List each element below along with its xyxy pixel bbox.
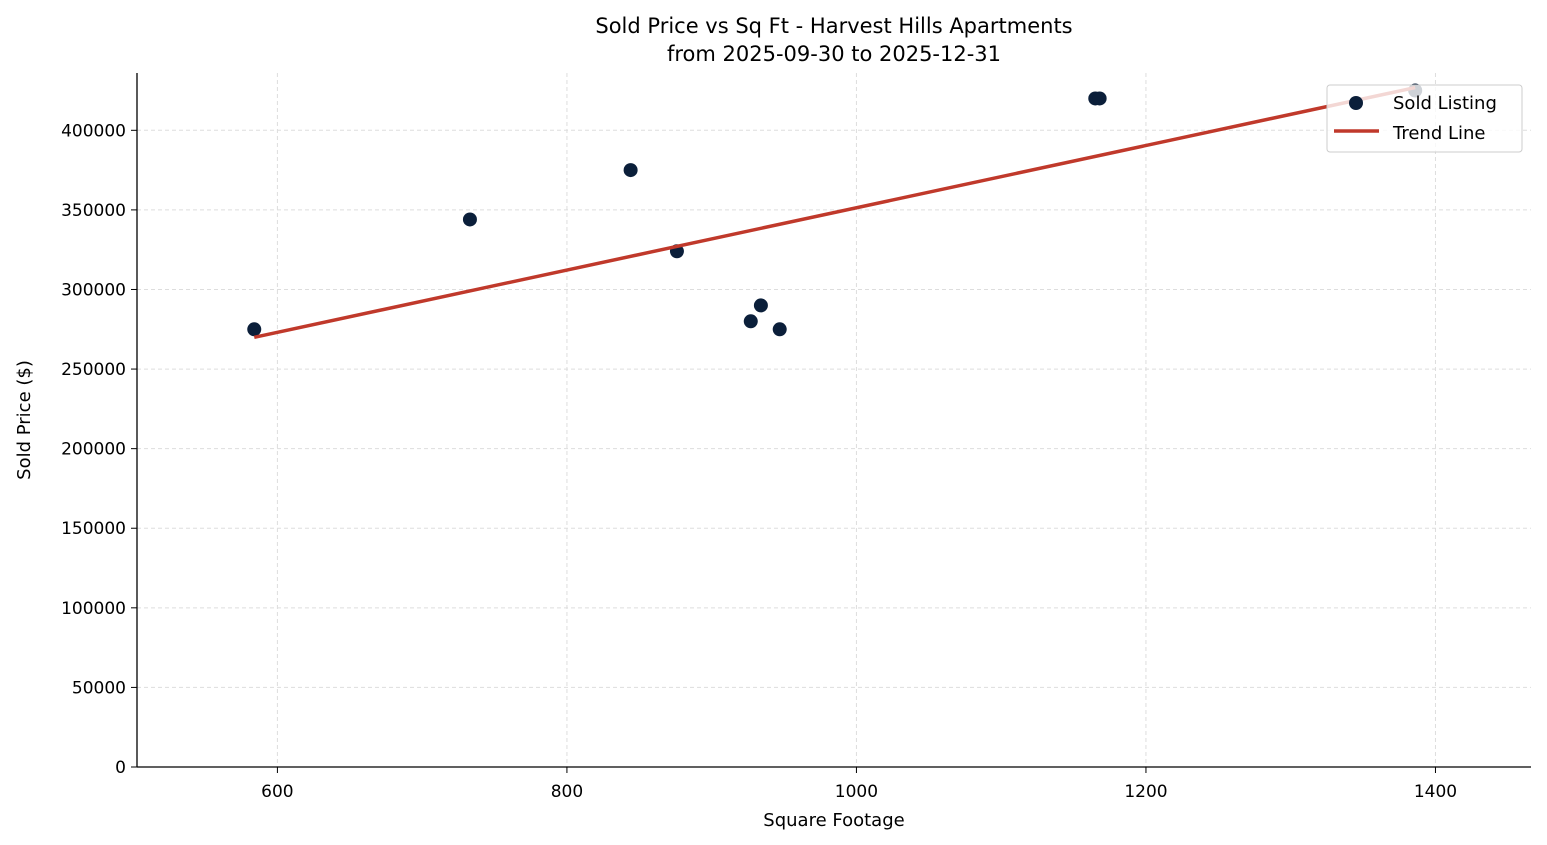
legend-marker-sold-listing: [1349, 96, 1363, 110]
y-tick-label: 100000: [61, 599, 126, 619]
y-tick-label: 150000: [61, 519, 126, 539]
x-tick-label: 1200: [1124, 782, 1167, 802]
y-tick-label: 250000: [61, 360, 126, 380]
x-tick-label: 1400: [1414, 782, 1457, 802]
data-point: [1092, 91, 1107, 106]
legend-label-sold-listing: Sold Listing: [1393, 93, 1497, 114]
legend-box: [1326, 84, 1523, 153]
y-tick-label: 50000: [72, 678, 126, 698]
chart-subtitle: from 2025-09-30 to 2025-12-31: [667, 42, 1001, 66]
data-point: [753, 298, 768, 313]
data-point: [462, 212, 477, 227]
y-tick-label: 400000: [61, 121, 126, 141]
data-point: [623, 163, 638, 178]
y-tick-label: 350000: [61, 201, 126, 221]
data-point: [743, 314, 758, 329]
y-tick-label: 0: [115, 758, 126, 778]
x-axis-label: Square Footage: [763, 810, 904, 831]
axes: 600 800 1000 1200 1400 0 50000 100000 150000 2000…: [61, 73, 1531, 802]
y-tick-label: 200000: [61, 440, 126, 460]
x-tick-label: 600: [261, 782, 293, 802]
data-point: [772, 322, 787, 337]
chart-title: Sold Price vs Sq Ft - Harvest Hills Apar…: [595, 14, 1072, 38]
x-tick-label: 800: [551, 782, 583, 802]
y-axis-label: Sold Price ($): [14, 360, 35, 480]
trend-line: [253, 85, 1416, 340]
legend-label-trend-line: Trend Line: [1392, 123, 1486, 144]
grid: [137, 73, 1531, 768]
marks: [247, 83, 1423, 340]
y-tick-label: 300000: [61, 280, 126, 300]
data-point: [247, 322, 262, 337]
x-tick-label: 1000: [835, 782, 878, 802]
legend: Sold Listing Trend Line: [1326, 84, 1523, 153]
